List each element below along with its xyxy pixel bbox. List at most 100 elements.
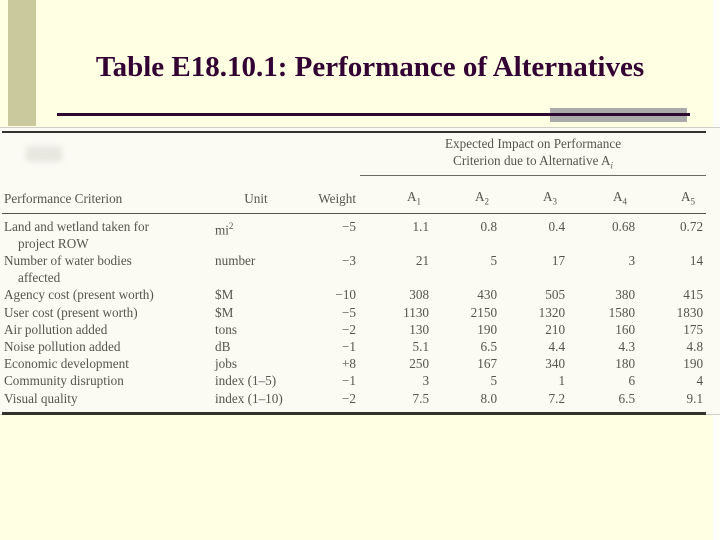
unit-text: $M [215, 304, 234, 320]
value-cell-a3: 4.4 [548, 339, 566, 355]
column-header-a4: A4 [568, 175, 639, 214]
criterion-cell: Land and wetland taken for project ROW [2, 213, 210, 252]
unit-cell: $M [210, 286, 302, 303]
table-row: Economic development jobs +8 250 167 340 180 19… [2, 355, 706, 372]
criterion-text: Agency cost (present worth) [4, 287, 154, 303]
value-cell-a4: 0.68 [611, 218, 636, 234]
value-cell-a5: 4 [696, 373, 704, 389]
value-cell-a4: 3 [628, 253, 636, 269]
value-cell-a5: 175 [683, 321, 704, 337]
value-cell-a4: 6 [628, 373, 636, 389]
value-cell-a5: 0.72 [679, 218, 704, 234]
value-cell-a1: 1130 [403, 304, 430, 320]
alt-label: A [543, 189, 553, 204]
unit-cell: $M [210, 304, 302, 321]
unit-cell: dB [210, 338, 302, 355]
value-cell-a5: 1830 [676, 304, 704, 320]
value-cell-a5: 14 [689, 253, 704, 269]
table-row: Noise pollution added dB −1 5.1 6.5 4.4 4.3 4.8 [2, 338, 706, 355]
span-header-line1: Expected Impact on Performance [444, 136, 622, 151]
value-cell-a3: 1320 [538, 304, 566, 320]
unit-cell: mi2 [210, 213, 302, 252]
criterion-cell: Noise pollution added [2, 338, 210, 355]
value-cell-a1: 130 [409, 321, 430, 337]
alt-label: A [681, 189, 691, 204]
value-cell-a4: 160 [615, 321, 636, 337]
criterion-text: Economic development [4, 356, 129, 372]
criterion-cell: Agency cost (present worth) [2, 286, 210, 303]
criterion-cell: Economic development [2, 355, 210, 372]
value-cell-a4: 1580 [608, 304, 636, 320]
value-cell-a4: 180 [615, 356, 636, 372]
sidebar-accent-strip [8, 0, 36, 126]
value-cell-a3: 0.4 [548, 218, 566, 234]
alt-subscript: 5 [690, 196, 696, 207]
unit-text: index (1–5) [215, 373, 277, 389]
table-row: Community disruption index (1–5) −1 3 5 1 6 4 [2, 372, 706, 389]
value-cell-a2: 5 [490, 253, 498, 269]
column-header-weight: Weight [302, 175, 361, 214]
unit-text: $M [215, 287, 234, 303]
criterion-cell: Visual quality [2, 390, 210, 414]
unit-superscript: 2 [228, 220, 234, 231]
value-cell-a1: 308 [409, 287, 430, 303]
value-cell-a3: 7.2 [548, 390, 566, 406]
performance-table: Expected Impact on Performance Criterion… [2, 131, 707, 415]
table-row: Visual quality index (1–10) −2 7.5 8.0 7.2 6.5… [2, 390, 706, 414]
value-cell-a3: 340 [545, 356, 566, 372]
value-cell-a1: 5.1 [412, 339, 430, 355]
value-cell-a4: 6.5 [618, 390, 636, 406]
table-row: Air pollution added tons −2 130 190 210 160 175 [2, 321, 706, 338]
value-cell-a3: 505 [545, 287, 566, 303]
criterion-text: User cost (present worth) [4, 304, 138, 320]
criterion-cell: Community disruption [2, 372, 210, 389]
criterion-text: affected [18, 270, 61, 286]
value-cell-a5: 190 [683, 356, 704, 372]
table-row: Number of water bodies affected number −3 21… [2, 252, 706, 286]
column-header-criterion: Performance Criterion [2, 175, 210, 214]
criterion-cell: Number of water bodies affected [2, 252, 210, 286]
value-cell-a1: 3 [422, 373, 430, 389]
weight-cell: −2 [342, 321, 357, 337]
value-cell-a2: 2150 [470, 304, 498, 320]
unit-text: dB [215, 339, 231, 355]
alt-label: A [407, 189, 417, 204]
alt-label: A [475, 189, 485, 204]
column-header-unit: Unit [210, 175, 302, 214]
unit-cell: tons [210, 321, 302, 338]
unit-cell: index (1–10) [210, 390, 302, 414]
value-cell-a3: 210 [545, 321, 566, 337]
weight-cell: −10 [335, 287, 357, 303]
span-header-row: Expected Impact on Performance Criterion… [2, 132, 707, 176]
column-header-a2: A2 [432, 175, 501, 214]
criterion-text: Air pollution added [4, 321, 108, 337]
unit-text: index (1–10) [215, 390, 283, 406]
unit-cell: jobs [210, 355, 302, 372]
weight-cell: −5 [342, 218, 357, 234]
value-cell-a4: 4.3 [618, 339, 636, 355]
unit-cell: index (1–5) [210, 372, 302, 389]
column-header-a3: A3 [500, 175, 569, 214]
table-row: Land and wetland taken for project ROW mi2… [2, 213, 706, 252]
value-cell-a2: 8.0 [480, 390, 498, 406]
span-header: Expected Impact on Performance Criterion… [360, 132, 707, 176]
weight-cell: −3 [342, 253, 357, 269]
span-header-subscript: i [610, 160, 614, 171]
title-underline-rule [57, 113, 690, 116]
scan-artifact [26, 146, 62, 162]
value-cell-a5: 415 [683, 287, 704, 303]
column-header-row: Performance Criterion Unit Weight A1 A2 … [2, 175, 707, 214]
weight-cell: −2 [342, 390, 357, 406]
value-cell-a1: 1.1 [412, 218, 430, 234]
value-cell-a1: 7.5 [412, 390, 430, 406]
alt-label: A [613, 189, 623, 204]
value-cell-a2: 0.8 [480, 218, 498, 234]
column-header-a1: A1 [360, 175, 433, 214]
alt-subscript: 3 [552, 196, 558, 207]
value-cell-a2: 190 [477, 321, 498, 337]
value-cell-a2: 5 [490, 373, 498, 389]
alt-subscript: 2 [484, 196, 490, 207]
weight-cell: −1 [342, 339, 357, 355]
table-row: Agency cost (present worth) $M −10 308 430 50… [2, 286, 706, 303]
column-header-a5: A5 [638, 175, 707, 214]
